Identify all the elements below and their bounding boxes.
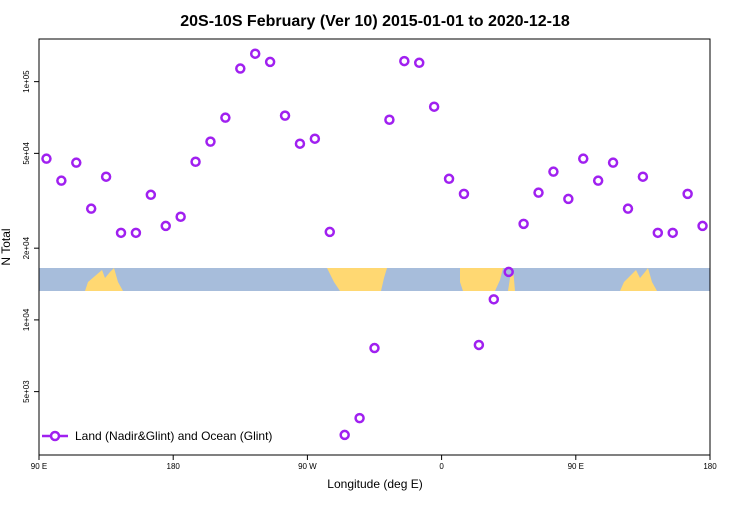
plot-frame (38, 38, 711, 456)
legend-label: Land (Nadir&Glint) and Ocean (Glint) (75, 429, 272, 443)
data-point (384, 114, 395, 125)
data-point (279, 110, 291, 121)
land-shape (460, 268, 503, 291)
data-point (563, 193, 574, 205)
data-point (160, 220, 171, 232)
x-axis-label: Longitude (deg E) (327, 477, 422, 491)
y-tick-label: 5e+04 (22, 142, 31, 165)
data-point (369, 342, 380, 354)
y-tick-label: 1e+04 (22, 308, 31, 331)
y-tick-label: 5e+03 (22, 380, 31, 403)
data-point (56, 175, 67, 186)
data-point (309, 133, 321, 144)
data-point (607, 157, 619, 168)
data-point (339, 429, 350, 441)
data-point (622, 203, 634, 214)
data-points (41, 48, 708, 441)
data-point (249, 48, 261, 59)
x-axis: 90 E 180 90 W 0 90 E 180 (31, 455, 717, 471)
land-shape (620, 268, 657, 291)
data-point (190, 156, 201, 168)
data-point (130, 227, 142, 239)
data-point (235, 63, 246, 74)
data-point (145, 189, 157, 201)
data-point (443, 173, 455, 185)
data-point (428, 101, 440, 112)
data-point (637, 171, 649, 182)
x-tick-label: 90 W (298, 462, 317, 471)
land-shape (327, 268, 387, 291)
x-tick-label: 180 (167, 462, 181, 471)
y-tick-label: 2e+04 (22, 236, 31, 259)
data-point (115, 227, 127, 239)
x-tick-label: 90 E (31, 462, 47, 471)
data-point (220, 112, 231, 123)
data-point (533, 187, 544, 198)
x-tick-label: 90 E (568, 462, 584, 471)
data-point (667, 227, 678, 239)
data-point (85, 203, 97, 214)
data-point (652, 227, 664, 239)
data-point (324, 226, 336, 238)
y-axis-label: N Total (0, 228, 13, 265)
data-point (71, 157, 82, 168)
data-point (399, 55, 410, 67)
y-tick-label: 1e+05 (22, 70, 31, 93)
chart-title: 20S-10S February (Ver 10) 2015-01-01 to … (180, 13, 570, 30)
data-point (100, 171, 112, 182)
legend-marker (49, 430, 61, 442)
data-point (458, 188, 470, 200)
data-point (175, 211, 186, 222)
data-point (697, 220, 708, 232)
data-point (518, 218, 529, 230)
data-point (488, 294, 500, 305)
x-tick-label: 0 (439, 462, 444, 471)
y-axis: 5e+03 1e+04 2e+04 5e+04 1e+05 (22, 70, 39, 403)
data-point (413, 57, 425, 69)
land-shape (85, 268, 123, 291)
data-point (294, 138, 306, 149)
data-point (578, 153, 589, 164)
legend: Land (Nadir&Glint) and Ocean (Glint) (42, 429, 272, 443)
data-point (473, 339, 485, 351)
map-strip (39, 268, 710, 291)
x-tick-label: 180 (703, 462, 717, 471)
data-point (592, 175, 604, 186)
data-point (548, 166, 559, 177)
data-point (354, 412, 365, 424)
data-point (682, 188, 693, 200)
data-point (41, 153, 52, 164)
data-point (503, 266, 514, 278)
data-point (205, 136, 216, 147)
data-point (264, 56, 276, 68)
